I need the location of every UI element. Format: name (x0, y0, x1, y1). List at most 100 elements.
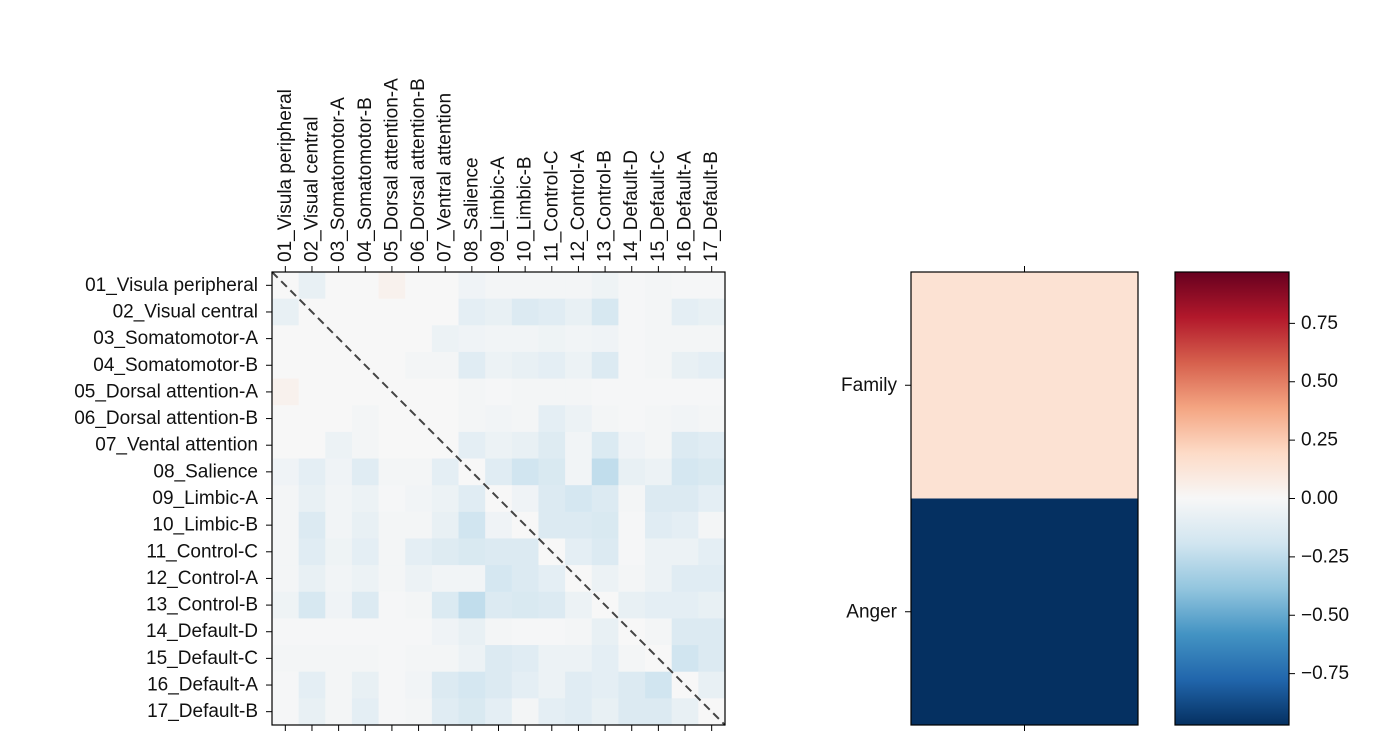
matrix-cell (378, 698, 406, 726)
matrix-cell (645, 351, 673, 380)
matrix-cell (431, 511, 460, 539)
matrix-cell (378, 351, 406, 380)
matrix-cell (618, 458, 646, 486)
matrix-cell (645, 298, 673, 326)
matrix-cell (698, 325, 726, 353)
matrix-cell (485, 431, 513, 460)
matrix-cell (618, 565, 646, 593)
matrix-cell (405, 618, 433, 646)
matrix-cell (671, 645, 699, 673)
matrix-cell (618, 698, 646, 726)
matrix-cell (485, 591, 513, 619)
matrix-cell (351, 431, 380, 460)
matrix-column-label: 13_Control-B (595, 150, 616, 262)
matrix-cell (298, 565, 326, 593)
matrix-column-label: 01_Visula peripheral (275, 89, 296, 262)
matrix-cell (511, 378, 539, 406)
matrix-cell (538, 591, 566, 619)
matrix-cell (458, 351, 486, 380)
matrix-column-label: 11_Control-C (541, 150, 562, 262)
matrix-cell (591, 378, 619, 406)
matrix-cell (485, 698, 513, 726)
matrix-cell (645, 458, 673, 486)
matrix-cell (431, 351, 460, 380)
matrix-cell (405, 591, 433, 619)
matrix-cell (485, 645, 513, 673)
matrix-cell (272, 618, 300, 646)
matrix-cell (698, 431, 726, 460)
matrix-column-label: 10_Limbic-B (515, 156, 536, 262)
matrix-cell (458, 511, 486, 539)
matrix-cell (272, 671, 300, 699)
emotion-row-label: Family (841, 375, 897, 396)
matrix-cell (298, 458, 326, 486)
matrix-cell (351, 591, 380, 619)
matrix-cell (565, 618, 593, 646)
matrix-cell (538, 272, 566, 300)
matrix-cell (645, 591, 673, 619)
matrix-cell (591, 485, 619, 513)
matrix-cell (618, 298, 646, 326)
matrix-cell (591, 538, 619, 566)
matrix-column-label: 02_Visual central (301, 117, 322, 262)
matrix-cell (671, 405, 699, 433)
matrix-cell (565, 458, 593, 486)
matrix-cell (538, 645, 566, 673)
matrix-cell (405, 378, 433, 406)
matrix-cell (565, 671, 593, 699)
matrix-cell (591, 431, 619, 460)
matrix-cell (458, 538, 486, 566)
matrix-cell (485, 511, 513, 539)
matrix-cell (405, 538, 433, 566)
matrix-cell (591, 698, 619, 726)
matrix-row-label: 16_Default-A (147, 675, 258, 696)
matrix-cell (698, 405, 726, 433)
matrix-cell (325, 351, 353, 380)
matrix-cell (618, 645, 646, 673)
matrix-cell (378, 591, 406, 619)
matrix-cell (511, 351, 539, 380)
matrix-cell (272, 431, 300, 460)
matrix-cell (378, 458, 406, 486)
matrix-cell (325, 485, 353, 513)
matrix-column-label: 17_Default-B (701, 151, 722, 262)
matrix-column-label: 07_Ventral attention (435, 93, 456, 262)
matrix-cell (511, 298, 539, 326)
matrix-cell (591, 405, 619, 433)
matrix-cell (405, 325, 433, 353)
matrix-cell (645, 485, 673, 513)
matrix-cell (565, 351, 593, 380)
matrix-cell (565, 511, 593, 539)
diagonal-dashed-line (271, 271, 726, 726)
matrix-cell (351, 272, 380, 300)
matrix-cell (351, 698, 380, 726)
matrix-row-label: 02_Visual central (113, 301, 258, 322)
matrix-cell (698, 645, 726, 673)
matrix-cell (325, 591, 353, 619)
matrix-cell (538, 458, 566, 486)
matrix-cell (671, 565, 699, 593)
colorbar-tick-label: 0.75 (1301, 313, 1338, 334)
matrix-cell (272, 325, 300, 353)
matrix-cell (591, 671, 619, 699)
matrix-cell (298, 405, 326, 433)
matrix-cell (405, 272, 433, 300)
matrix-column-label: 09_Limbic-A (488, 156, 509, 262)
matrix-cell (671, 485, 699, 513)
matrix-cell (458, 298, 486, 326)
matrix-cell (485, 351, 513, 380)
matrix-cell (298, 485, 326, 513)
matrix-cell (591, 458, 619, 486)
colorbar-tick-label: −0.25 (1301, 546, 1349, 567)
emotion-cells (911, 272, 1138, 726)
matrix-cell (671, 538, 699, 566)
matrix-cell (538, 405, 566, 433)
matrix-cell (511, 405, 539, 433)
matrix-cell (698, 298, 726, 326)
matrix-cell (671, 698, 699, 726)
matrix-cell (431, 565, 460, 593)
matrix-row-label: 12_Control-A (146, 568, 258, 589)
matrix-cell (671, 298, 699, 326)
matrix-cell (645, 272, 673, 300)
matrix-cell (325, 618, 353, 646)
